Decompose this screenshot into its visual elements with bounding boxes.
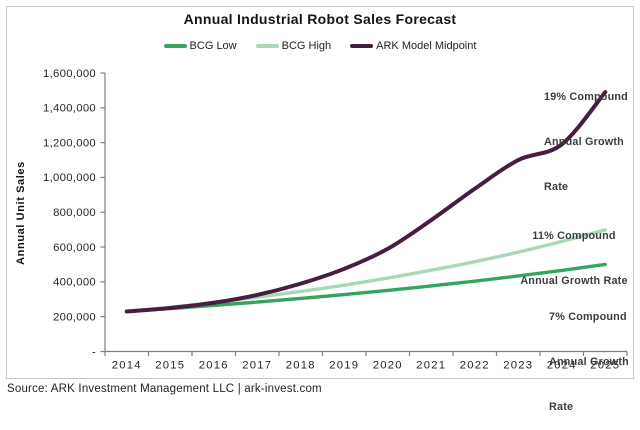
svg-text:200,000: 200,000 [53,311,96,323]
bcg-high-line-swatch-icon [255,44,279,48]
bcg-low-line-swatch-icon [163,44,187,48]
svg-text:2020: 2020 [373,360,403,372]
annotation-line: 7% Compound [549,311,627,323]
svg-text:2019: 2019 [329,360,359,372]
chart-plot: - 200,000 400,000 600,000 800,000 1,000,000 1,… [43,68,628,372]
svg-text:-: - [92,346,96,358]
legend: BCG Low BCG High ARK Model Midpoint [0,40,640,52]
annotation-line: 19% Compound [544,91,628,103]
annotation-bcg-high-cagr: 11% Compound Annual Growth Rate [516,199,632,304]
svg-text:600,000: 600,000 [53,242,96,254]
annotation-line: Annual Growth Rate [520,275,628,287]
svg-text:1,200,000: 1,200,000 [43,137,96,149]
annotation-ark-cagr: 19% Compound Annual Growth Rate [544,60,628,210]
legend-item-bcg-low: BCG Low [163,40,237,52]
svg-text:1,000,000: 1,000,000 [43,172,96,184]
legend-label-ark-midpoint: ARK Model Midpoint [376,40,477,52]
svg-text:2024: 2024 [547,360,577,372]
svg-text:800,000: 800,000 [53,207,96,219]
svg-text:2018: 2018 [286,360,316,372]
y-axis-title: Annual Unit Sales [15,161,27,265]
svg-text:2017: 2017 [242,360,272,372]
annotation-line: Rate [549,401,574,413]
series-line-bcg-low [125,262,607,314]
chart-figure-border [6,6,634,379]
svg-text:2025: 2025 [590,360,620,372]
svg-text:1,600,000: 1,600,000 [43,68,96,80]
annotation-bcg-low-cagr: 7% Compound Annual Growth Rate [549,280,629,430]
svg-text:2023: 2023 [503,360,533,372]
annotation-line: Annual Growth [549,356,629,368]
svg-text:400,000: 400,000 [53,277,96,289]
annotation-line: 11% Compound [532,230,616,242]
svg-text:1,400,000: 1,400,000 [43,103,96,115]
legend-label-bcg-high: BCG High [281,40,332,52]
annotation-line: Rate [544,181,569,193]
legend-item-ark-midpoint: ARK Model Midpoint [350,40,476,52]
source-note: Source: ARK Investment Management LLC | … [7,383,322,395]
ark-midpoint-line-swatch-icon [350,44,374,48]
annotation-line: Annual Growth [544,136,624,148]
chart-title: Annual Industrial Robot Sales Forecast [183,11,457,27]
svg-text:2015: 2015 [155,360,185,372]
svg-text:2021: 2021 [416,360,446,372]
svg-text:2016: 2016 [199,360,229,372]
legend-label-bcg-low: BCG Low [189,40,237,52]
legend-item-bcg-high: BCG High [255,40,332,52]
svg-text:2022: 2022 [460,360,490,372]
series-line-ark-model-midpoint [124,90,608,314]
svg-text:2014: 2014 [112,360,142,372]
